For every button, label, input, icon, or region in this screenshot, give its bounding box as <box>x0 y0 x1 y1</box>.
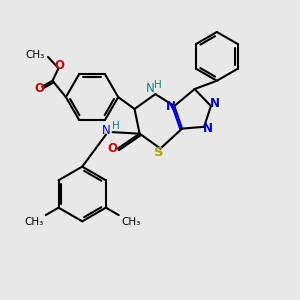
Text: CH₃: CH₃ <box>24 218 43 227</box>
Text: N: N <box>210 98 220 110</box>
Text: H: H <box>154 80 162 90</box>
Text: S: S <box>154 146 164 160</box>
Text: O: O <box>107 142 118 155</box>
Text: O: O <box>35 82 45 95</box>
Text: O: O <box>54 59 64 72</box>
Text: N: N <box>203 122 213 135</box>
Text: CH₃: CH₃ <box>25 50 44 60</box>
Text: N: N <box>166 100 176 112</box>
Text: N: N <box>146 82 154 95</box>
Text: N: N <box>102 124 110 136</box>
Text: CH₃: CH₃ <box>121 218 140 227</box>
Text: H: H <box>112 121 119 130</box>
